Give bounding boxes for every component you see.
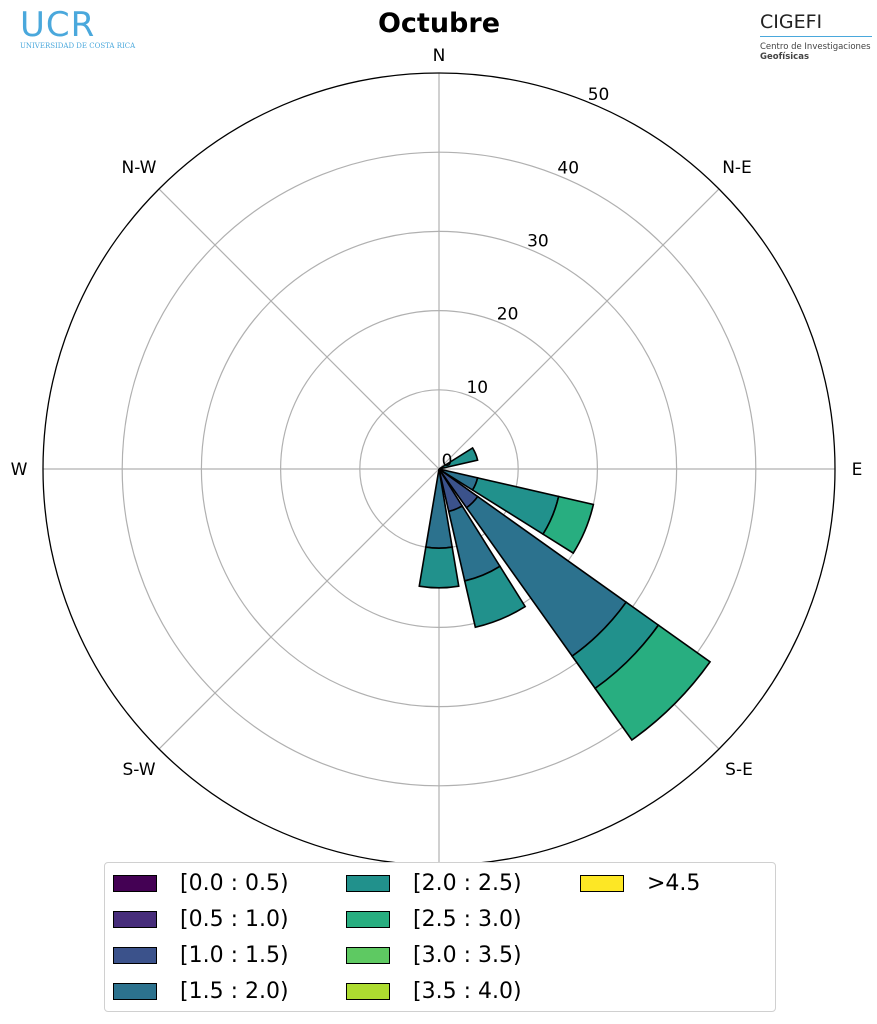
radial-gridline	[438, 188, 720, 470]
legend-swatch	[346, 874, 390, 892]
legend-item: >4.5	[580, 868, 700, 898]
legend-label: [3.5 : 4.0)	[413, 978, 522, 1004]
legend-label: [1.5 : 2.0)	[180, 978, 289, 1004]
legend-label: [0.0 : 0.5)	[180, 870, 289, 896]
legend-label: [2.5 : 3.0)	[413, 906, 522, 932]
direction-label: N-E	[722, 158, 752, 178]
direction-label: E	[852, 460, 863, 480]
legend-item: [0.5 : 1.0)	[113, 904, 289, 934]
cigefi-logo-mark: CIGEFI	[760, 10, 872, 37]
ring-gridline	[280, 310, 598, 628]
ucr-logo-mark: UCR	[20, 5, 96, 45]
cigefi-logo: CIGEFI Centro de Investigaciones Geofísi…	[760, 10, 872, 62]
cigefi-logo-subtitle-bold: Geofísicas	[760, 52, 809, 62]
radial-tick-label: 50	[588, 85, 610, 105]
legend-label: [2.0 : 2.5)	[413, 870, 522, 896]
direction-label: N-W	[121, 158, 156, 178]
chart-title: Octubre	[378, 8, 500, 39]
wind-bars	[418, 446, 712, 742]
legend-item: [2.5 : 3.0)	[346, 904, 522, 934]
legend-swatch	[113, 874, 157, 892]
ucr-logo: UCR UNIVERSIDAD DE COSTA RICA	[20, 5, 136, 58]
wind-bar-segment	[438, 446, 479, 470]
direction-label: S-W	[122, 760, 155, 780]
radial-tick-label: 20	[497, 305, 519, 325]
legend-item: [3.0 : 3.5)	[346, 940, 522, 970]
direction-label: W	[11, 460, 28, 480]
legend-label: >4.5	[647, 870, 701, 896]
direction-label: N	[433, 46, 446, 66]
ring-gridline	[121, 151, 757, 787]
legend-item: [3.5 : 4.0)	[346, 976, 522, 1006]
radial-tick-label: 40	[557, 158, 579, 178]
legend-item: [1.5 : 2.0)	[113, 976, 289, 1006]
legend-swatch	[113, 910, 157, 928]
legend-swatch	[580, 874, 624, 892]
legend-item: [2.0 : 2.5)	[346, 868, 522, 898]
legend-label: [3.0 : 3.5)	[413, 942, 522, 968]
legend-label: [1.0 : 1.5)	[180, 942, 289, 968]
wind-bar-segment	[463, 565, 527, 629]
radial-gridline	[158, 188, 440, 470]
wind-bar-segment	[541, 495, 595, 555]
wind-bar-segment	[418, 546, 460, 589]
ring-gridline	[200, 230, 678, 708]
direction-label: S-E	[725, 760, 753, 780]
legend-swatch	[346, 910, 390, 928]
chart-legend: [0.0 : 0.5) [0.5 : 1.0) [1.0 : 1.5) [1.5 : …	[104, 862, 776, 1012]
legend-swatch	[113, 946, 157, 964]
legend-swatch	[346, 982, 390, 1000]
cigefi-logo-subtitle: Centro de Investigaciones	[760, 42, 871, 52]
ucr-logo-subtitle: UNIVERSIDAD DE COSTA RICA	[20, 42, 136, 50]
legend-item: [0.0 : 0.5)	[113, 868, 289, 898]
radial-tick-label: 0	[442, 451, 453, 471]
radial-tick-label: 30	[527, 231, 549, 251]
legend-item: [1.0 : 1.5)	[113, 940, 289, 970]
legend-swatch	[346, 946, 390, 964]
radial-tick-label: 10	[466, 378, 488, 398]
legend-swatch	[113, 982, 157, 1000]
radial-gridline	[158, 468, 440, 750]
legend-label: [0.5 : 1.0)	[180, 906, 289, 932]
wind-bar-segment	[594, 624, 712, 742]
